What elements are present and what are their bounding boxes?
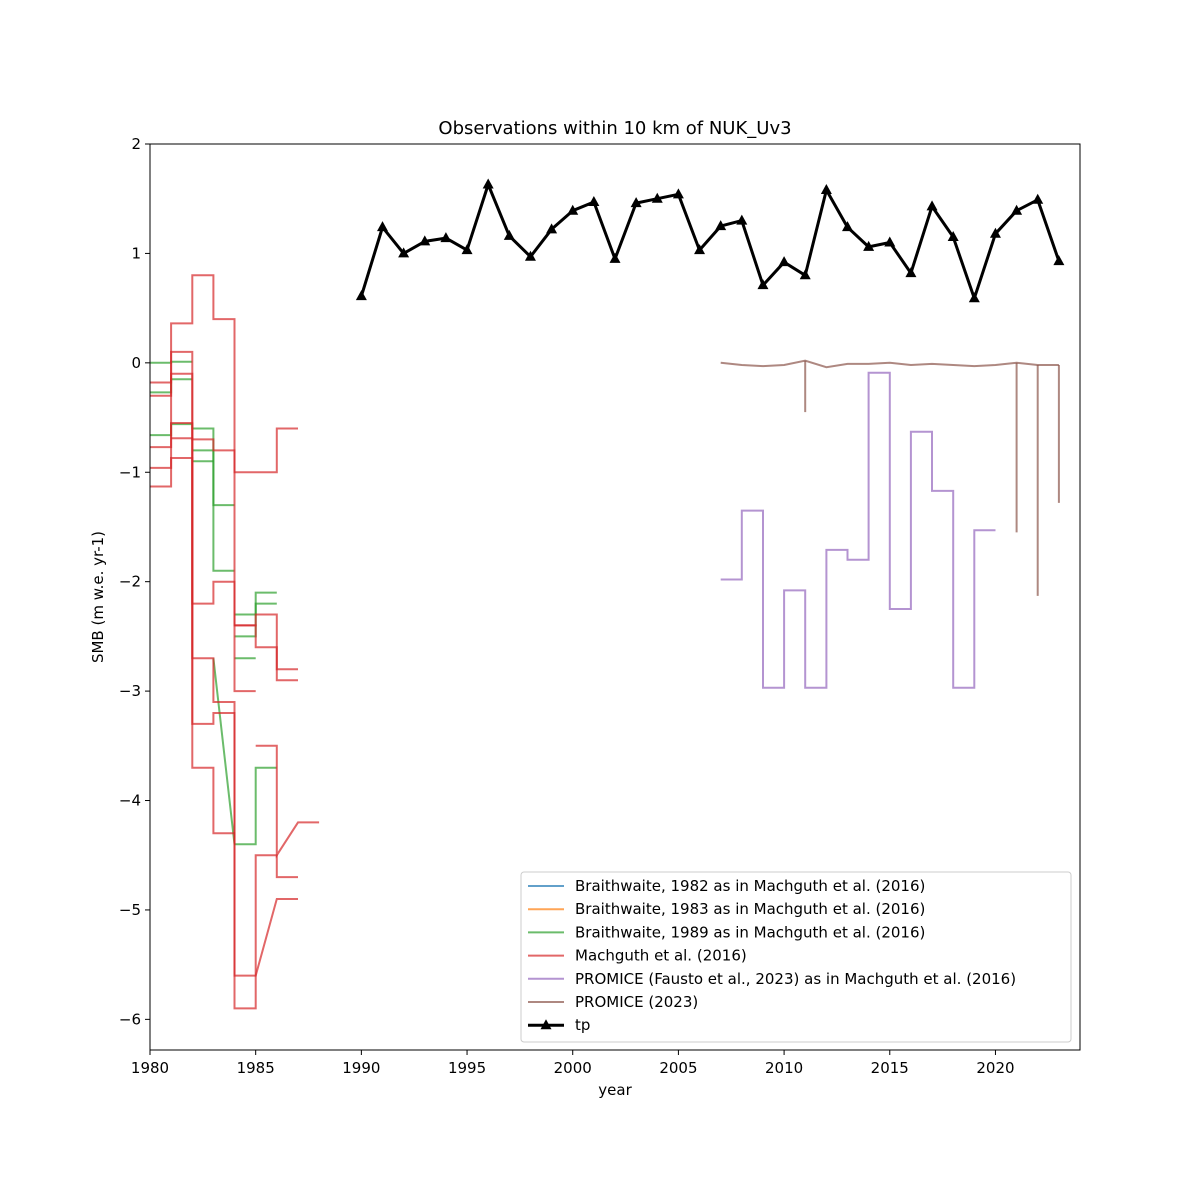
data-point-marker [757,279,769,290]
x-tick-label: 2020 [976,1059,1014,1077]
legend-item: tp [528,1016,590,1034]
legend-label: Braithwaite, 1989 as in Machguth et al. … [575,923,925,941]
plot-area [150,178,1065,1010]
legend-item: Braithwaite, 1989 as in Machguth et al. … [528,923,925,941]
y-tick-label: −4 [119,792,141,810]
data-point-marker [715,220,727,231]
y-axis-label: SMB (m w.e. yr-1) [89,531,107,663]
legend-label: PROMICE (Fausto et al., 2023) as in Mach… [575,970,1016,988]
data-point-marker [778,256,790,267]
series-line [720,359,1059,369]
legend-item: Braithwaite, 1983 as in Machguth et al. … [528,900,925,918]
series-line [212,658,277,846]
x-tick-label: 2000 [554,1059,592,1077]
legend-item: PROMICE (Fausto et al., 2023) as in Mach… [528,970,1016,988]
legend-label: Braithwaite, 1983 as in Machguth et al. … [575,900,925,918]
data-point-marker [926,200,938,211]
legend-label: Machguth et al. (2016) [575,947,747,965]
legend-item: Machguth et al. (2016) [528,947,747,965]
data-point-marker [905,267,917,278]
data-point-marker [482,178,494,189]
x-axis: 1980 1985 1990 1995 2000 2005 2010 2015 2020 [131,1050,1015,1077]
series-machguth-et-al-2016 [150,274,320,1010]
data-point-marker [503,229,515,240]
y-tick-label: 2 [131,135,141,153]
legend-label: tp [575,1016,590,1034]
data-point-marker [461,244,473,255]
y-axis: 2 1 0 −1 −2 −3 −4 −5 −6 [119,135,150,1028]
data-point-marker [694,244,706,255]
data-point-marker [377,221,388,232]
series-line [150,274,298,474]
data-point-marker [419,235,431,246]
y-tick-label: −6 [119,1010,141,1028]
legend-item: PROMICE (2023) [528,993,698,1011]
data-point-marker [968,292,980,303]
series-line [359,183,1061,300]
data-point-marker [1011,204,1023,215]
series-line [255,744,320,859]
data-point-marker [820,183,832,194]
y-tick-label: −1 [119,463,141,481]
y-tick-label: −2 [119,573,141,591]
data-point-marker [440,232,452,243]
data-point-marker [546,223,558,234]
data-point-marker [630,197,642,208]
series-line [150,457,236,845]
legend-marker [540,1019,552,1030]
data-point-marker [842,221,853,232]
x-tick-label: 1990 [342,1059,380,1077]
y-tick-label: 1 [131,244,141,262]
x-tick-label: 2005 [659,1059,697,1077]
series-line [720,371,996,689]
data-point-marker [567,204,579,215]
data-point-marker [1053,255,1065,266]
series-tp [355,178,1065,303]
legend-box [520,871,1072,1043]
legend-label: Braithwaite, 1982 as in Machguth et al. … [575,877,925,895]
series-promice-2023 [720,359,1060,596]
x-tick-label: 2015 [871,1059,909,1077]
data-point-marker [588,195,600,206]
data-point-marker [609,252,621,263]
data-point-marker [355,290,367,301]
data-point-marker [398,247,410,258]
data-point-marker [884,236,896,247]
x-tick-label: 1995 [448,1059,486,1077]
series-line [192,449,235,507]
data-point-marker [672,188,684,199]
axes-frame [149,143,1081,1051]
y-tick-label: 0 [131,354,141,372]
legend-label: PROMICE (2023) [575,993,698,1011]
y-tick-label: −5 [119,901,141,919]
x-tick-label: 1985 [237,1059,275,1077]
x-tick-label: 2010 [765,1059,803,1077]
series-line [150,372,298,1010]
data-point-marker [863,240,875,251]
data-point-marker [524,250,536,261]
data-point-marker [736,214,748,225]
data-point-marker [1032,193,1044,204]
chart-title: Observations within 10 km of NUK_Uv3 [438,118,791,139]
data-point-marker [799,269,811,280]
series-line [150,422,298,977]
legend: Braithwaite, 1982 as in Machguth et al. … [520,871,1072,1043]
series-line [234,613,298,671]
data-point-marker [947,231,959,242]
data-point-marker [989,227,1001,238]
x-axis-label: year [598,1081,632,1099]
series-promice-fausto-et-al-2023-as-in-machguth-et-al-2016 [720,371,996,689]
y-tick-label: −3 [119,682,141,700]
data-point-marker [651,192,663,203]
legend-item: Braithwaite, 1982 as in Machguth et al. … [528,877,925,895]
x-tick-label: 1980 [131,1059,169,1077]
